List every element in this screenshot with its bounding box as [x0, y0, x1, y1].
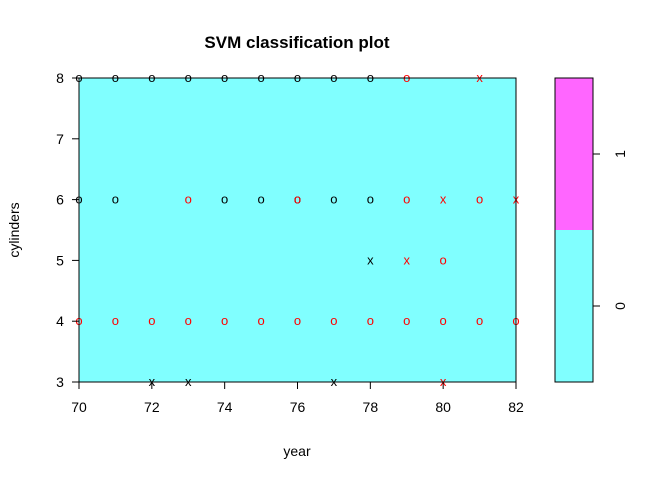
legend-frame — [554, 77, 594, 383]
data-point-support-vector: o — [330, 313, 337, 328]
data-point-support-vector: o — [148, 313, 155, 328]
y-tick-label: 7 — [56, 131, 64, 147]
y-tick-label: 8 — [56, 70, 64, 86]
x-tick-label: 80 — [435, 399, 451, 415]
legend-label-0: 0 — [612, 302, 628, 310]
x-tick-label: 76 — [290, 399, 306, 415]
x-tick-label: 70 — [71, 399, 87, 415]
chart-title: SVM classification plot — [204, 33, 389, 52]
legend-swatch-1 — [555, 78, 593, 230]
data-point-support-vector: o — [112, 313, 119, 328]
data-point-support-vector: o — [257, 313, 264, 328]
data-point-support-vector: o — [330, 192, 337, 207]
data-point-support-vector: o — [294, 192, 301, 207]
data-point-support-vector: o — [403, 192, 410, 207]
data-point-support-vector: o — [257, 192, 264, 207]
data-point-support-vector: o — [403, 313, 410, 328]
legend-label-1: 1 — [612, 150, 628, 158]
data-point-support-vector: o — [185, 313, 192, 328]
data-point: x — [440, 192, 447, 207]
y-tick-label: 5 — [56, 252, 64, 268]
data-point: x — [404, 252, 411, 267]
data-point-support-vector: o — [294, 313, 301, 328]
legend-swatch-0 — [555, 230, 593, 382]
x-axis: 70 72 74 76 78 80 82 — [71, 382, 524, 415]
y-tick-label: 3 — [56, 374, 64, 390]
data-point-support-vector: o — [476, 313, 483, 328]
x-tick-label: 72 — [144, 399, 160, 415]
data-point-support-vector: o — [221, 192, 228, 207]
x-tick-label: 82 — [508, 399, 524, 415]
data-point-support-vector: o — [440, 313, 447, 328]
data-point-support-vector: o — [440, 252, 447, 267]
data-point-support-vector: o — [476, 192, 483, 207]
data-point-support-vector: o — [112, 192, 119, 207]
class-legend: 1 0 — [554, 77, 628, 383]
data-point: x — [367, 252, 374, 267]
data-point-support-vector: o — [221, 313, 228, 328]
decision-region-background — [79, 78, 516, 382]
y-tick-label: 4 — [56, 313, 64, 329]
x-tick-label: 74 — [217, 399, 233, 415]
data-point-support-vector: o — [367, 192, 374, 207]
data-point-support-vector: o — [294, 192, 301, 207]
data-point-support-vector: o — [367, 313, 374, 328]
y-tick-label: 6 — [56, 192, 64, 208]
y-axis-label: cylinders — [6, 202, 22, 257]
data-point-support-vector: o — [185, 192, 192, 207]
x-axis-label: year — [283, 443, 311, 459]
y-axis: 3 4 5 6 7 8 — [56, 70, 79, 390]
x-tick-label: 78 — [363, 399, 379, 415]
